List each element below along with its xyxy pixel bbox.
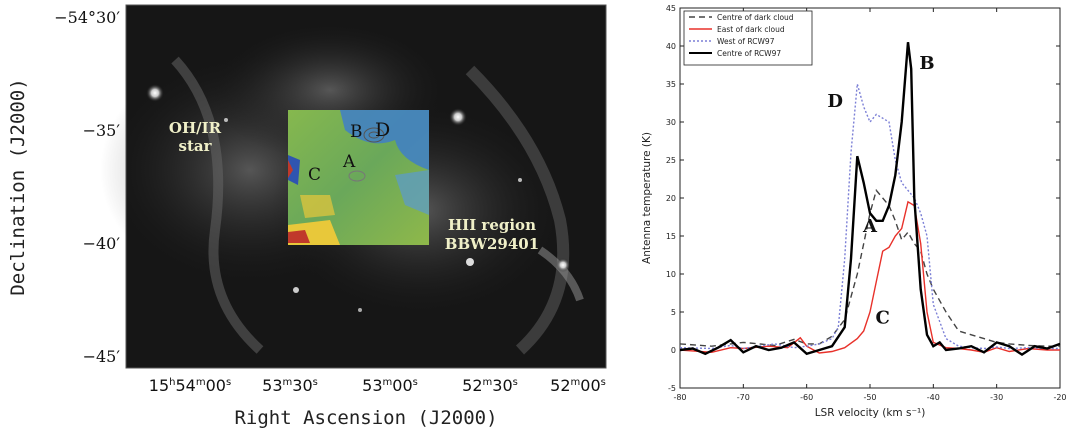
dec-tick-label: −35′	[83, 121, 121, 140]
y-tick-label: 25	[666, 156, 676, 165]
legend-entry: Centre of RCW97	[717, 49, 781, 58]
y-tick-label: 10	[666, 270, 676, 279]
ohir-label-line1: OH/IR	[169, 119, 222, 137]
peak-label-d: D	[827, 91, 843, 112]
y-axis-label: Antenna temperature (K)	[641, 132, 653, 264]
y-tick-label: 15	[666, 232, 676, 241]
hii-label-line2: BBW29401	[445, 235, 539, 253]
peak-label-a: A	[862, 216, 878, 237]
y-tick-label: 20	[666, 194, 676, 203]
y-tick-label: 0	[671, 346, 676, 355]
series-line-0	[679, 188, 1060, 347]
molecular-map-overlay	[288, 110, 429, 245]
region-label-b: B	[350, 122, 363, 142]
region-label-a: A	[342, 152, 356, 172]
dec-axis-label: Declination (J2000)	[7, 78, 29, 295]
region-label-c: C	[308, 165, 321, 185]
y-tick-label: 40	[666, 42, 676, 51]
sky-image-figure: A B C D OH/IR star HII region BBW29401 D…	[7, 4, 607, 429]
x-tick-label: -60	[800, 393, 813, 402]
x-tick-label: -30	[990, 393, 1003, 402]
hii-label-line1: HII region	[448, 216, 536, 234]
y-tick-label: -5	[668, 384, 676, 393]
ra-tick-label: 52m30s	[462, 376, 518, 395]
series-line-3	[679, 42, 1061, 357]
chart-legend: Centre of dark cloud East of dark cloud We…	[683, 10, 813, 66]
legend-entry: Centre of dark cloud	[717, 13, 794, 22]
x-tick-label: -50	[863, 393, 876, 402]
legend-entry: West of RCW97	[717, 37, 775, 46]
ra-tick-label: 15h54m00s	[149, 376, 231, 395]
y-tick-label: 30	[666, 118, 676, 127]
ohir-label-line2: star	[179, 137, 213, 155]
spectrum-chart: -80 -70 -60 -50 -40 -30 -20-505101520253035404…	[641, 4, 1066, 419]
y-tick-label: 5	[671, 308, 676, 317]
ra-axis-label: Right Ascension (J2000)	[234, 407, 497, 429]
peak-label-c: C	[876, 307, 890, 328]
dec-tick-label: −54°30′	[54, 8, 120, 27]
ohir-star	[146, 84, 164, 102]
dec-tick-labels: −54°30′ −35′ −40′ −45′	[54, 8, 120, 366]
dec-tick-label: −45′	[83, 347, 121, 366]
region-label-d: D	[375, 119, 390, 141]
peak-label-b: B	[919, 53, 934, 74]
x-axis-label: LSR velocity (km s⁻¹)	[815, 407, 926, 419]
plot-area	[679, 7, 1061, 389]
dec-tick-label: −40′	[83, 234, 121, 253]
x-tick-label: -20	[1053, 393, 1066, 402]
x-tick-label: -80	[673, 393, 686, 402]
x-tick-label: -70	[737, 393, 750, 402]
legend-entry: East of dark cloud	[717, 25, 785, 34]
chart-series-group	[679, 42, 1061, 357]
legend-box	[683, 10, 813, 66]
ra-tick-labels: 15h54m00s 53m30s 53m00s 52m30s 52m00s	[149, 376, 606, 395]
ra-tick-label: 53m00s	[362, 376, 418, 395]
y-tick-label: 45	[666, 4, 676, 13]
ra-tick-label: 52m00s	[550, 376, 606, 395]
x-tick-label: -40	[927, 393, 940, 402]
ra-tick-label: 53m30s	[262, 376, 318, 395]
y-tick-label: 35	[666, 80, 676, 89]
